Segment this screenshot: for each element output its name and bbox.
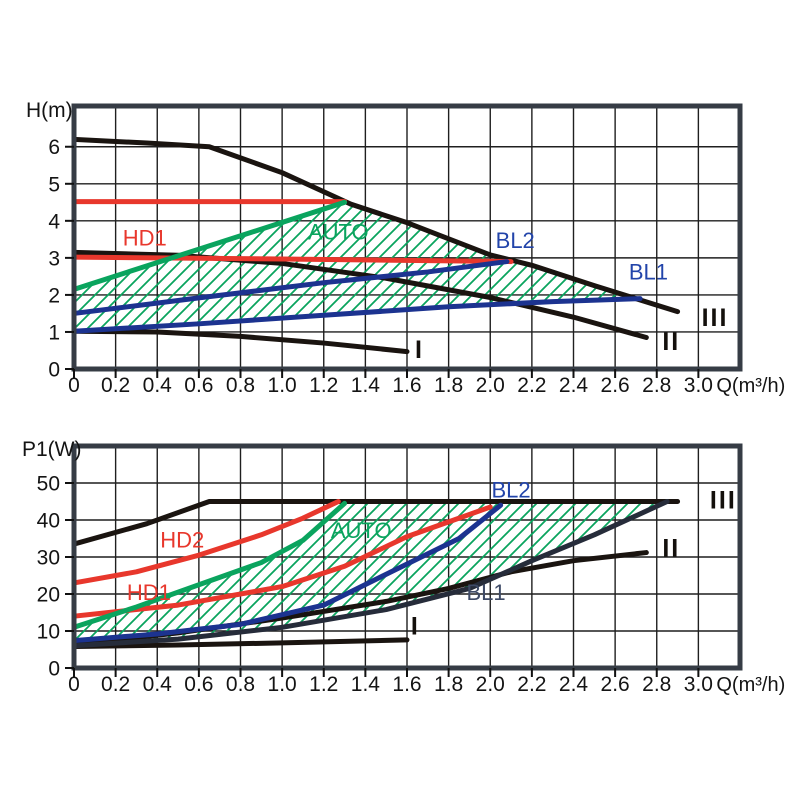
x-axis-unit-label: Q(m³/h)	[716, 375, 785, 397]
x-tick-label: 0.6	[184, 673, 213, 696]
label-hd1: HD1	[127, 580, 171, 605]
label-bl1: BL1	[467, 580, 506, 605]
x-tick-label: 3.0	[684, 673, 713, 696]
label-ii: II	[662, 535, 680, 563]
x-tick-label: 2.6	[601, 374, 630, 397]
x-tick-label: 3.0	[684, 374, 713, 397]
curve-speed-iii	[71, 136, 681, 315]
label-ii: II	[662, 328, 680, 356]
label-auto: AUTO	[331, 518, 392, 543]
x-tick-label: 1.8	[434, 673, 463, 696]
y-tick-label: 50	[37, 473, 60, 496]
y-tick-label: 4	[48, 210, 60, 233]
x-tick-label: 2.2	[517, 673, 546, 696]
y-axis-unit-label: P1(W)	[22, 438, 82, 461]
curve-auto-upper	[71, 500, 348, 630]
x-tick-label: 2.0	[476, 673, 505, 696]
curve-hd1	[71, 254, 514, 265]
head-chart: 0 0.2 0.4 0.6 0.8 1.0 1.2 1.4 1.6 1.8 2.0 2.2 2.4 2.6…	[26, 99, 785, 397]
label-bl2: BL2	[496, 228, 535, 253]
power-chart: 0 0.2 0.4 0.6 0.8 1.0 1.2 1.4 1.6 1.8 2.0 2.2 2.4 2.6…	[22, 438, 785, 696]
x-tick-label: 0.4	[143, 673, 173, 696]
label-iii: III	[710, 487, 737, 515]
x-tick-label: 1.2	[309, 673, 338, 696]
x-tick-label: 0	[68, 673, 80, 696]
x-tick-label: 2.8	[642, 374, 671, 397]
x-tick-label: 2.4	[559, 374, 589, 397]
curve-bl2	[71, 502, 504, 644]
curve-hd2	[71, 499, 341, 586]
label-bl2: BL2	[491, 477, 530, 502]
label-iii: III	[702, 304, 729, 332]
y-tick-label: 3	[48, 247, 60, 270]
x-tick-label: 1.8	[434, 374, 463, 397]
x-tick-label: 0	[68, 374, 80, 397]
x-tick-label: 1.4	[351, 673, 381, 696]
x-tick-label: 0.2	[101, 374, 130, 397]
x-axis-unit-label: Q(m³/h)	[716, 674, 785, 696]
auto-region	[74, 501, 668, 646]
curve-speed-iii	[71, 499, 681, 547]
curve-auto-upper	[71, 199, 348, 292]
curve-speed-i	[71, 328, 410, 355]
x-tick-label: 2.4	[559, 673, 589, 696]
y-tick-label: 20	[37, 584, 60, 607]
label-i: I	[411, 612, 420, 640]
x-tick-label: 0.6	[184, 374, 213, 397]
x-tick-label: 0.4	[143, 374, 173, 397]
label-hd1: HD1	[123, 226, 167, 251]
y-tick-label: 40	[37, 510, 60, 533]
x-tick-label: 1.0	[268, 673, 297, 696]
curve-bl2	[71, 259, 510, 316]
y-tick-label: 1	[48, 321, 60, 344]
y-axis-unit-label: H(m)	[26, 99, 73, 122]
x-tick-label: 1.0	[268, 374, 297, 397]
label-i: I	[415, 336, 424, 364]
y-tick-label: 5	[48, 173, 60, 196]
curve-speed-i	[71, 637, 410, 650]
curve-bl1	[71, 499, 670, 649]
x-tick-label: 0.2	[101, 673, 130, 696]
x-tick-label: 0.8	[226, 374, 255, 397]
x-tick-label: 1.6	[392, 374, 421, 397]
x-tick-label: 2.6	[601, 673, 630, 696]
label-hd2: HD2	[160, 527, 204, 552]
y-tick-label: 10	[37, 621, 60, 644]
y-tick-label: 6	[48, 136, 60, 159]
label-bl1: BL1	[629, 260, 668, 285]
curve-bl1	[71, 296, 643, 334]
x-tick-label: 1.4	[351, 374, 381, 397]
label-auto: AUTO	[308, 220, 369, 245]
y-tick-label: 30	[37, 547, 60, 570]
x-tick-label: 2.8	[642, 673, 671, 696]
x-tick-label: 2.2	[517, 374, 546, 397]
x-tick-label: 0.8	[226, 673, 255, 696]
y-tick-label: 2	[48, 284, 60, 307]
y-tick-label: 0	[48, 658, 60, 681]
x-tick-label: 2.0	[476, 374, 505, 397]
x-tick-label: 1.6	[392, 673, 421, 696]
y-tick-label: 0	[48, 359, 60, 382]
curve-hd1	[71, 504, 493, 619]
x-tick-label: 1.2	[309, 374, 338, 397]
